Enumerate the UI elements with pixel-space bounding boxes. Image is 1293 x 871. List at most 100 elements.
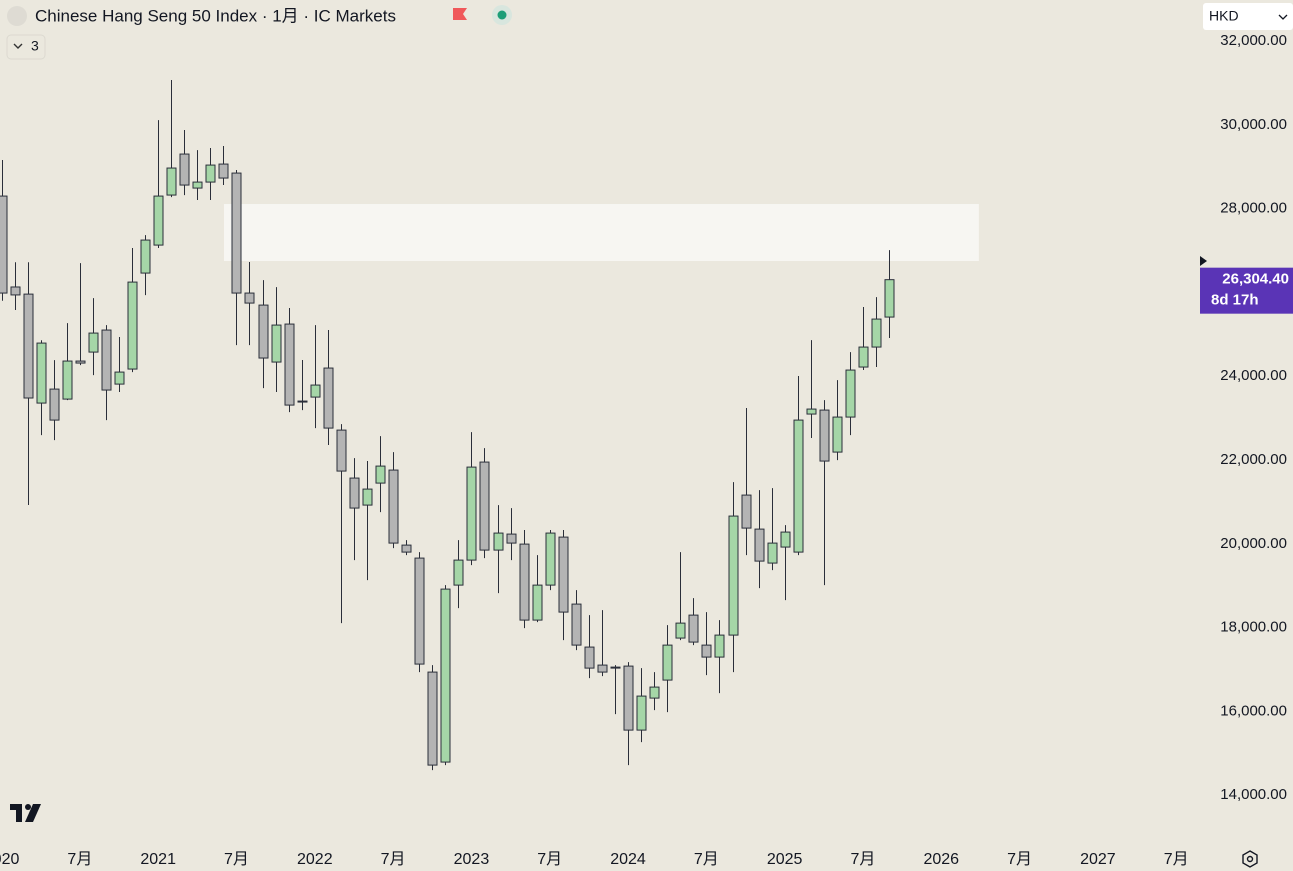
- currency: HKD: [1209, 8, 1239, 24]
- y-tick-label: 20,000.00: [1220, 535, 1287, 552]
- candle-body: [701, 644, 712, 658]
- y-tick-label: 22,000.00: [1220, 451, 1287, 468]
- candle-body: [884, 279, 895, 318]
- candle-body: [636, 695, 647, 731]
- x-tick-label: 7月: [1007, 851, 1032, 868]
- candle-body: [310, 384, 321, 398]
- flag-icon[interactable]: [453, 8, 467, 20]
- candle-body: [323, 367, 334, 429]
- candle-body: [192, 181, 203, 189]
- candle-body: [728, 515, 739, 636]
- x-tick-label: 2020: [0, 851, 19, 868]
- candle-body: [714, 634, 725, 658]
- candle-body: [23, 293, 34, 399]
- x-tick-label: 7月: [224, 851, 249, 868]
- candle-body: [388, 469, 399, 544]
- candle-body: [806, 408, 817, 415]
- x-tick-label: 7月: [1164, 851, 1189, 868]
- candle-body: [793, 419, 804, 553]
- candle-body: [10, 286, 21, 296]
- x-tick-label: 2026: [923, 851, 959, 868]
- candle-body: [244, 292, 255, 304]
- candle-body: [271, 324, 282, 363]
- candle-body: [258, 304, 269, 359]
- candle-body: [754, 528, 765, 562]
- candle-body: [297, 400, 308, 403]
- candle-body: [284, 323, 295, 406]
- candle-body: [114, 371, 125, 385]
- y-tick-label: 14,000.00: [1220, 786, 1287, 803]
- candle-body: [205, 164, 216, 183]
- x-tick-label: 7月: [67, 851, 92, 868]
- candle-body: [140, 239, 151, 274]
- chevron: [1278, 14, 1288, 20]
- countdown: 8d 17h: [1211, 292, 1259, 309]
- price-badge: [1200, 267, 1293, 314]
- candle-body: [336, 429, 347, 472]
- chevron: [13, 43, 23, 49]
- candle-body: [780, 531, 791, 548]
- x-tick-label: 2023: [454, 851, 490, 868]
- last-price: 26,304.40: [1222, 271, 1289, 288]
- candle-body: [623, 665, 634, 731]
- candle-body: [571, 603, 582, 646]
- x-tick-label: 2021: [140, 851, 176, 868]
- plot: 14,000.00 16,000.00 18,000.00 20,000.00 22,0…: [0, 32, 1293, 868]
- y-tick-label: 32,000.00: [1220, 32, 1287, 49]
- candle-body: [62, 360, 73, 400]
- x-tick-label: 2022: [297, 851, 333, 868]
- x-tick-label: 7月: [851, 851, 876, 868]
- currency-select[interactable]: [1203, 3, 1293, 30]
- candle-body: [649, 686, 660, 699]
- candle-body: [493, 532, 504, 551]
- x-tick-label: 2024: [610, 851, 646, 868]
- candle-body: [532, 584, 543, 621]
- candle-body: [675, 622, 686, 639]
- y-tick-label: 16,000.00: [1220, 702, 1287, 719]
- candle-body: [414, 557, 425, 665]
- candle-body: [88, 332, 99, 353]
- candle-body: [375, 465, 386, 484]
- candle-body: [845, 369, 856, 418]
- candle-body: [832, 416, 843, 453]
- settings-icon[interactable]: [1242, 850, 1258, 868]
- candle-body: [75, 360, 86, 364]
- candle-body: [179, 153, 190, 186]
- candle-body: [506, 533, 517, 544]
- candle-body: [871, 318, 882, 348]
- indicator-toggle[interactable]: [6, 34, 46, 60]
- candle-body: [545, 532, 556, 586]
- y-tick-label: 18,000.00: [1220, 619, 1287, 636]
- candle-body: [584, 646, 595, 669]
- candle-body: [597, 664, 608, 673]
- candle-body: [558, 536, 569, 613]
- candle-body: [688, 614, 699, 643]
- y-tick-label: 30,000.00: [1220, 116, 1287, 133]
- candle-body: [401, 544, 412, 553]
- x-tick-label: 2027: [1080, 851, 1116, 868]
- candle-body: [453, 559, 464, 586]
- candle-body: [349, 477, 360, 509]
- indicator-count: 3: [31, 38, 39, 54]
- x-tick-label: 2025: [767, 851, 803, 868]
- candle-body: [231, 172, 242, 294]
- candle-body: [819, 409, 830, 462]
- chart-title: Chinese Hang Seng 50 Index · 1月 · IC Mar…: [35, 6, 396, 25]
- zone: [223, 204, 979, 262]
- candle-body: [101, 329, 112, 391]
- candle-body: [519, 543, 530, 621]
- candle-body: [153, 195, 164, 246]
- status-dot: [497, 10, 507, 20]
- candle-body: [49, 388, 60, 421]
- y-tick-label: 24,000.00: [1220, 367, 1287, 384]
- candle-body: [362, 488, 373, 506]
- candle-body: [36, 342, 47, 404]
- candle-body: [218, 163, 229, 179]
- zone-marker: [1200, 256, 1207, 267]
- x-tick-label: 7月: [694, 851, 719, 868]
- candle-body: [440, 588, 451, 763]
- candle-body: [466, 466, 477, 561]
- candle-body: [662, 644, 673, 681]
